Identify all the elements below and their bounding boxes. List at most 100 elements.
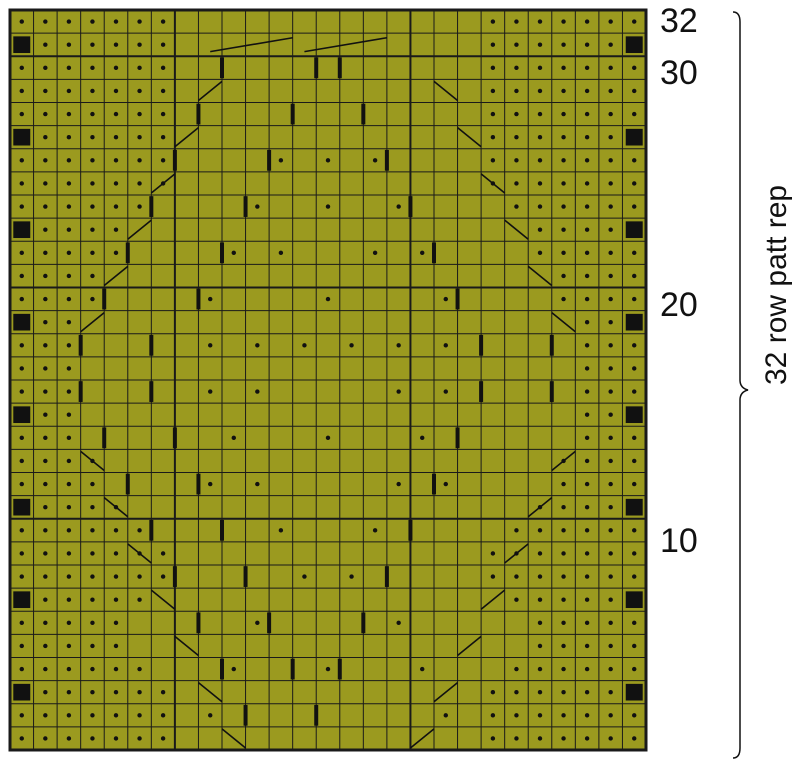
purl-dot-symbol xyxy=(632,19,637,24)
purl-dot-symbol xyxy=(19,250,24,256)
purl-dot-symbol xyxy=(160,134,166,140)
purl-dot-symbol xyxy=(608,88,613,94)
purl-dot-symbol xyxy=(66,528,72,533)
purl-dot-symbol xyxy=(66,713,72,718)
purl-dot-symbol xyxy=(584,528,590,533)
purl-dot-symbol xyxy=(584,504,590,510)
cable-diagonal-symbol xyxy=(174,127,199,148)
purl-dot-symbol xyxy=(113,88,119,94)
purl-dot-symbol xyxy=(490,158,496,163)
purl-dot-symbol xyxy=(90,481,95,487)
purl-dot-symbol xyxy=(113,42,119,47)
purl-dot-symbol xyxy=(420,666,425,672)
purl-dot-symbol xyxy=(43,597,48,602)
purl-dot-symbol xyxy=(137,88,142,94)
purl-dot-symbol xyxy=(208,713,213,718)
purl-dot-symbol xyxy=(19,643,24,649)
purl-dot-symbol xyxy=(113,528,119,533)
purl-dot-symbol xyxy=(537,528,543,533)
purl-dot-symbol xyxy=(19,528,24,533)
purl-dot-symbol xyxy=(584,158,590,163)
purl-dot-symbol xyxy=(137,736,142,741)
purl-dot-symbol xyxy=(325,435,331,441)
purl-dot-symbol xyxy=(537,574,543,579)
purl-dot-symbol xyxy=(325,158,331,163)
purl-dot-symbol xyxy=(584,343,590,348)
purl-dot-symbol xyxy=(19,389,24,394)
purl-dot-symbol xyxy=(43,481,48,487)
purl-dot-symbol xyxy=(608,481,613,487)
cable-diagonal-symbol xyxy=(210,36,293,53)
purl-dot-symbol xyxy=(137,19,142,24)
purl-dot-symbol xyxy=(160,158,166,163)
purl-dot-symbol xyxy=(113,134,119,140)
purl-dot-symbol xyxy=(584,481,590,487)
cable-diagonal-symbol xyxy=(150,589,176,610)
purl-dot-symbol xyxy=(632,551,637,556)
purl-dot-symbol xyxy=(255,620,260,626)
purl-dot-symbol xyxy=(43,504,48,510)
slip-square-symbol xyxy=(625,221,643,239)
slip-square-symbol xyxy=(625,591,643,609)
purl-dot-symbol xyxy=(537,250,543,256)
purl-dot-symbol xyxy=(608,42,613,47)
purl-dot-symbol xyxy=(66,689,72,695)
purl-dot-symbol xyxy=(490,736,496,741)
slip-square-symbol xyxy=(13,591,31,609)
purl-dot-symbol xyxy=(584,366,590,371)
purl-dot-symbol xyxy=(608,366,613,371)
purl-dot-symbol xyxy=(632,181,637,186)
purl-dot-symbol xyxy=(561,504,566,510)
slip-square-symbol xyxy=(625,498,643,516)
slip-square-symbol xyxy=(13,36,31,54)
purl-dot-symbol xyxy=(584,319,590,325)
purl-dot-symbol xyxy=(43,19,48,24)
purl-dot-symbol xyxy=(561,481,566,487)
purl-dot-symbol xyxy=(66,65,72,71)
purl-dot-symbol xyxy=(584,597,590,602)
purl-dot-symbol xyxy=(608,736,613,741)
purl-dot-symbol xyxy=(160,551,166,556)
purl-dot-symbol xyxy=(490,65,496,71)
purl-dot-symbol xyxy=(443,713,448,718)
purl-dot-symbol xyxy=(632,65,637,71)
purl-dot-symbol xyxy=(113,158,119,163)
slip-square-symbol xyxy=(13,128,31,146)
cable-diagonal-symbol xyxy=(103,497,129,518)
purl-dot-symbol xyxy=(66,504,72,510)
purl-dot-symbol xyxy=(396,481,401,487)
purl-dot-symbol xyxy=(396,389,401,394)
purl-dot-symbol xyxy=(43,204,48,209)
purl-dot-symbol xyxy=(113,713,119,718)
purl-dot-symbol xyxy=(561,296,566,302)
purl-dot-symbol xyxy=(66,620,72,626)
purl-dot-symbol xyxy=(608,19,613,24)
purl-dot-symbol xyxy=(608,111,613,117)
cable-diagonal-symbol xyxy=(504,543,529,564)
purl-dot-symbol xyxy=(90,689,95,695)
purl-dot-symbol xyxy=(113,666,119,672)
purl-dot-symbol xyxy=(66,204,72,209)
purl-dot-symbol xyxy=(537,551,543,556)
row-label-10: 10 xyxy=(660,522,698,560)
purl-dot-symbol xyxy=(19,19,24,24)
purl-dot-symbol xyxy=(137,597,142,602)
purl-dot-symbol xyxy=(90,65,95,71)
purl-dot-symbol xyxy=(561,666,566,672)
purl-dot-symbol xyxy=(43,273,48,279)
purl-dot-symbol xyxy=(66,481,72,487)
purl-dot-symbol xyxy=(537,88,543,94)
purl-dot-symbol xyxy=(632,88,637,94)
slip-square-symbol xyxy=(13,498,31,516)
purl-dot-symbol xyxy=(160,713,166,718)
cable-diagonal-symbol xyxy=(504,219,529,240)
purl-dot-symbol xyxy=(19,204,24,209)
purl-dot-symbol xyxy=(66,111,72,117)
purl-dot-symbol xyxy=(66,158,72,163)
cable-diagonal-symbol xyxy=(103,265,129,287)
purl-dot-symbol xyxy=(43,366,48,371)
purl-dot-symbol xyxy=(325,204,331,209)
purl-dot-symbol xyxy=(43,458,48,464)
purl-dot-symbol xyxy=(608,574,613,579)
